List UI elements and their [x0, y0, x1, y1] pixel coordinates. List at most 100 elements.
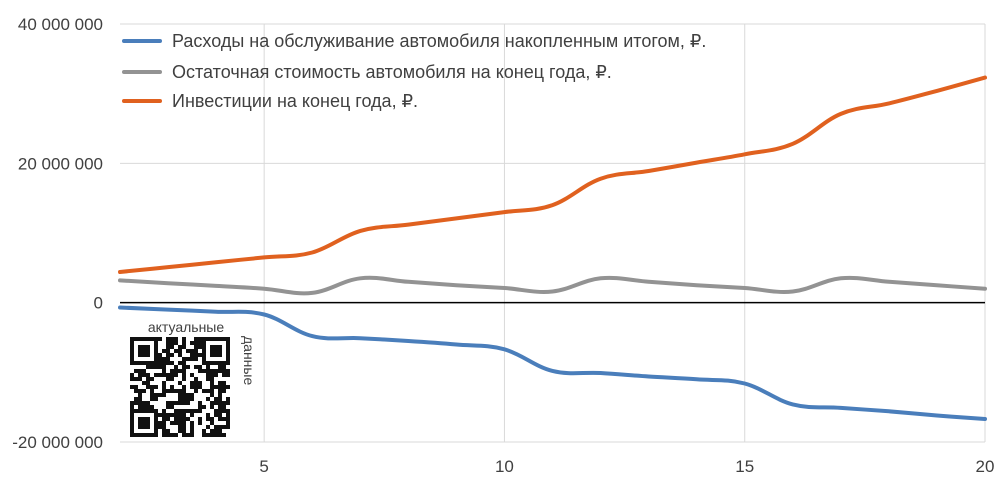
- qr-module: [170, 345, 174, 349]
- qr-module: [178, 393, 182, 397]
- qr-module: [138, 377, 142, 381]
- qr-module: [154, 417, 158, 421]
- qr-module: [166, 389, 170, 393]
- qr-module: [174, 433, 178, 437]
- qr-module: [182, 409, 186, 413]
- grid-layer: [120, 23, 986, 443]
- qr-module: [222, 425, 226, 429]
- qr-module: [190, 413, 194, 417]
- qr-module: [218, 397, 222, 401]
- qr-module: [214, 385, 218, 389]
- series-line-1: [118, 275, 987, 296]
- qr-module: [154, 393, 158, 397]
- qr-module: [134, 389, 138, 393]
- qr-module: [162, 421, 166, 425]
- qr-module: [198, 385, 202, 389]
- qr-module: [166, 361, 170, 365]
- qr-module: [214, 373, 218, 377]
- qr-module: [154, 349, 158, 353]
- qr-module: [154, 337, 158, 341]
- qr-module: [226, 345, 230, 349]
- qr-module: [170, 361, 174, 365]
- qr-module: [142, 337, 146, 341]
- qr-module: [202, 357, 206, 361]
- qr-module: [178, 381, 182, 385]
- y-tick-label: 0: [94, 294, 103, 313]
- qr-module: [206, 373, 210, 377]
- qr-module: [178, 349, 182, 353]
- qr-module: [170, 341, 174, 345]
- qr-module: [214, 349, 218, 353]
- qr-module: [194, 381, 198, 385]
- qr-module: [158, 413, 162, 417]
- qr-module: [226, 357, 230, 361]
- qr-module: [178, 345, 182, 349]
- qr-module: [162, 381, 166, 385]
- qr-module: [166, 377, 170, 381]
- qr-module: [166, 405, 170, 409]
- qr-module: [158, 365, 162, 369]
- qr-module: [198, 417, 202, 421]
- qr-module: [150, 409, 154, 413]
- axis-layer: 5 10 15 20 40 000 000 20 000 000 0 -20 000 000: [12, 15, 994, 476]
- qr-module: [154, 433, 158, 437]
- qr-module: [218, 433, 222, 437]
- qr-module: [226, 341, 230, 345]
- qr-module: [162, 361, 166, 365]
- qr-module: [142, 433, 146, 437]
- qr-module: [178, 413, 182, 417]
- qr-module: [162, 365, 166, 369]
- qr-module: [226, 385, 230, 389]
- qr-module: [170, 385, 174, 389]
- qr-module: [182, 429, 186, 433]
- qr-module: [198, 405, 202, 409]
- qr-module: [218, 381, 222, 385]
- qr-module: [170, 401, 174, 405]
- qr-module: [194, 385, 198, 389]
- qr-module: [170, 413, 174, 417]
- qr-module: [146, 373, 150, 377]
- qr-label-side: данные: [241, 336, 257, 385]
- qr-module: [218, 401, 222, 405]
- qr-module: [206, 369, 210, 373]
- qr-label-top: актуальные: [148, 319, 225, 335]
- qr-module: [182, 417, 186, 421]
- qr-module: [222, 365, 226, 369]
- qr-module: [194, 409, 198, 413]
- qr-module: [162, 433, 166, 437]
- qr-module: [210, 369, 214, 373]
- qr-module: [226, 401, 230, 405]
- qr-module: [218, 417, 222, 421]
- qr-module: [178, 397, 182, 401]
- qr-module: [138, 401, 142, 405]
- qr-module: [198, 401, 202, 405]
- qr-module: [166, 341, 170, 345]
- qr-module: [138, 353, 142, 357]
- qr-module: [170, 405, 174, 409]
- qr-module: [146, 337, 150, 341]
- qr-module: [202, 337, 206, 341]
- qr-module: [154, 409, 158, 413]
- qr-module: [226, 353, 230, 357]
- qr-module: [182, 385, 186, 389]
- qr-module: [134, 377, 138, 381]
- qr-module: [198, 345, 202, 349]
- qr-module: [130, 349, 134, 353]
- qr-module: [154, 341, 158, 345]
- qr-module: [190, 357, 194, 361]
- qr-module: [162, 413, 166, 417]
- qr-module: [194, 341, 198, 345]
- qr-module: [178, 425, 182, 429]
- qr-module: [174, 417, 178, 421]
- x-tick-label: 20: [976, 457, 995, 476]
- qr-module: [158, 425, 162, 429]
- qr-module: [130, 421, 134, 425]
- qr-module: [210, 349, 214, 353]
- qr-module: [154, 353, 158, 357]
- qr-module: [206, 337, 210, 341]
- qr-module: [206, 377, 210, 381]
- qr-module: [158, 393, 162, 397]
- qr-module: [194, 357, 198, 361]
- qr-module: [218, 345, 222, 349]
- qr-module: [150, 405, 154, 409]
